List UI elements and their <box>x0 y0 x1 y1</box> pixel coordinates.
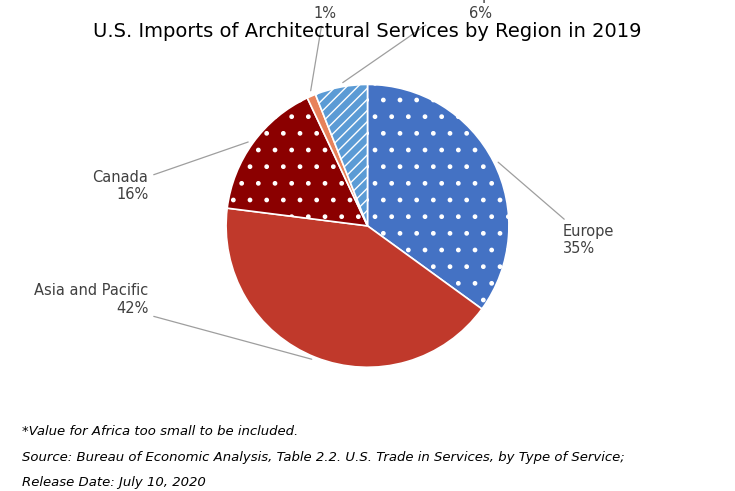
Text: U.S. Imports of Architectural Services by Region in 2019: U.S. Imports of Architectural Services b… <box>93 22 642 41</box>
Text: Middle East
1%: Middle East 1% <box>283 0 368 91</box>
Text: Source: Bureau of Economic Analysis, Table 2.2. U.S. Trade in Services, by Type : Source: Bureau of Economic Analysis, Tab… <box>22 451 625 464</box>
Text: *Value for Africa too small to be included.: *Value for Africa too small to be includ… <box>22 425 298 437</box>
Wedge shape <box>368 84 509 309</box>
Wedge shape <box>315 84 368 226</box>
Wedge shape <box>307 94 368 226</box>
Text: Canada
16%: Canada 16% <box>93 142 248 202</box>
Wedge shape <box>226 208 482 367</box>
Wedge shape <box>227 98 368 226</box>
Text: Europe
35%: Europe 35% <box>498 162 614 256</box>
Text: Release Date: July 10, 2020: Release Date: July 10, 2020 <box>22 476 206 489</box>
Text: Latin America and
Other Western
Hemisphere
6%: Latin America and Other Western Hemisphe… <box>343 0 548 82</box>
Text: Asia and Pacific
42%: Asia and Pacific 42% <box>34 283 312 359</box>
